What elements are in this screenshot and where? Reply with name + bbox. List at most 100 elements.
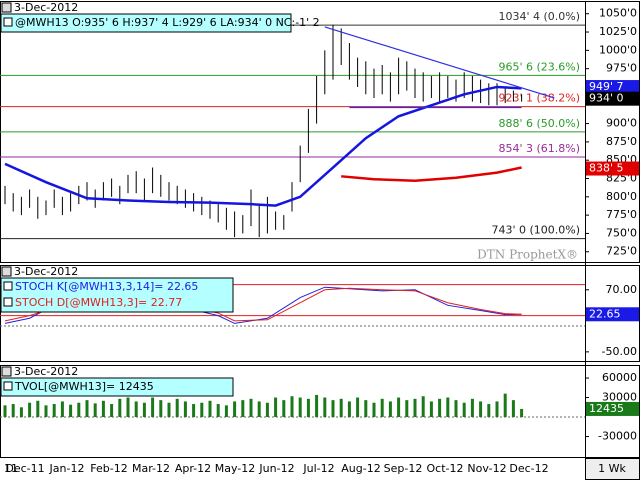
volume-bar: [77, 402, 81, 418]
volume-bar: [19, 407, 23, 418]
retracement-label: 854' 3 (61.8%): [498, 142, 580, 155]
volume-bar: [331, 400, 335, 418]
x-tick-label: Nov-12: [467, 462, 506, 475]
last-value-box: [586, 307, 639, 322]
volume-bar: [274, 397, 278, 418]
volume-bar: [372, 402, 376, 418]
volume-bar: [315, 394, 319, 418]
legend-icon: [3, 381, 13, 391]
volume-bar: [356, 397, 360, 418]
retracement-label: 923' 1 (38.2%): [498, 92, 580, 105]
volume-bar: [405, 400, 409, 418]
x-tick-label: Jul-12: [302, 462, 334, 475]
panel-date: 3-Dec-2012: [14, 365, 78, 378]
volume-bar: [347, 401, 351, 418]
volume-bar: [249, 398, 253, 418]
volume-bar: [159, 400, 163, 418]
trendline: [324, 26, 555, 99]
moving-average: [4, 85, 522, 207]
x-tick-label: May-12: [215, 462, 256, 475]
volume-bar: [233, 401, 237, 418]
volume-bar: [110, 404, 114, 418]
y-tick-label: 1000'0: [599, 43, 637, 56]
legend-box: [0, 377, 234, 397]
timeframe[interactable]: 1 Wk: [598, 462, 626, 475]
volume-bar: [323, 397, 327, 418]
y-tick-label: 900'0: [606, 117, 637, 130]
volume-bar: [36, 400, 40, 418]
x-tick-label: Sep-12: [384, 462, 423, 475]
x-tick-label: Jan-12: [49, 462, 85, 475]
legend-icon: [3, 297, 13, 307]
legend-text: STOCH K[@MWH13,3,14]= 22.65: [15, 280, 198, 293]
legend-icon: [3, 281, 13, 291]
volume-bar: [511, 400, 515, 418]
legend-box: [0, 277, 234, 313]
volume-bar: [167, 402, 171, 418]
x-tick-label: Dec-12: [509, 462, 548, 475]
volume-bar: [69, 404, 73, 418]
panel-icon: [1, 266, 12, 277]
last-value-label: 934' 0: [589, 92, 624, 105]
x-tick-label: Mar-12: [132, 462, 170, 475]
volume-bar: [241, 400, 245, 418]
volume-bar: [28, 402, 32, 418]
volume-bar: [446, 397, 450, 418]
volume-bar: [380, 398, 384, 418]
legend-icon: [3, 17, 13, 27]
panel-date: 3-Dec-2012: [14, 1, 78, 14]
legend-text: @MWH13 O:935' 6 H:937' 4 L:929' 6 LA:934…: [15, 16, 320, 29]
x-tick-label: Aug-12: [341, 462, 380, 475]
last-value-label: 12435: [589, 402, 624, 415]
retracement-label: 888' 6 (50.0%): [498, 117, 580, 130]
x-tick-label: Dec-11: [5, 462, 44, 475]
watermark: DTN ProphetX®: [477, 248, 578, 262]
volume-bar: [60, 401, 64, 418]
volume-bar: [134, 401, 138, 418]
volume-bar: [257, 401, 261, 418]
volume-bar: [454, 400, 458, 418]
last-value-label: 22.65: [589, 307, 621, 320]
volume-bar: [126, 397, 130, 418]
x-tick-label: Jun-12: [258, 462, 294, 475]
volume-bar: [93, 403, 97, 418]
volume-bar: [364, 400, 368, 418]
moving-average: [341, 166, 522, 182]
volume-bar: [421, 396, 425, 418]
volume-bar: [306, 398, 310, 418]
volume-bar: [44, 405, 48, 418]
volume-bar: [3, 405, 7, 418]
volume-bar: [282, 400, 286, 418]
volume-bar: [208, 400, 212, 418]
y-tick-label: -50.00: [602, 345, 637, 358]
legend-box: [0, 13, 292, 33]
y-tick-label: 750'0: [606, 226, 637, 239]
volume-bar: [192, 404, 196, 418]
x-tick-label: Feb-12: [90, 462, 127, 475]
retracement-label: 1034' 4 (0.0%): [498, 10, 580, 23]
y-tick-label: 1050'0: [599, 7, 637, 20]
volume-bar: [101, 400, 105, 418]
y-tick-label: 775'0: [606, 208, 637, 221]
y-tick-label: 975'0: [606, 62, 637, 75]
volume-bar: [216, 404, 220, 418]
volume-bar: [462, 402, 466, 418]
last-value-box: [586, 161, 639, 176]
volume-bar: [11, 404, 15, 418]
volume-bar: [495, 401, 499, 418]
y-tick-label: -30000: [598, 430, 637, 443]
x-tick-label: Apr-12: [175, 462, 211, 475]
volume-bar: [429, 401, 433, 418]
volume-bar: [503, 393, 507, 418]
volume-bar: [290, 396, 294, 418]
volume-bar: [265, 402, 269, 418]
volume-bar: [183, 401, 187, 418]
retracement-label: 743' 0 (100.0%): [491, 224, 580, 237]
volume-bar: [339, 398, 343, 418]
y-tick-label: 30000: [602, 391, 637, 404]
volume-bar: [200, 402, 204, 418]
volume-bar: [142, 402, 146, 418]
volume-bar: [470, 398, 474, 418]
panel-date: 3-Dec-2012: [14, 265, 78, 278]
